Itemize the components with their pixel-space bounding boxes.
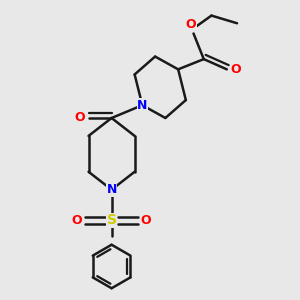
Text: O: O [230,63,241,76]
Text: O: O [74,112,85,124]
Text: N: N [137,99,148,112]
Text: S: S [106,213,117,227]
Text: O: O [186,18,196,31]
Text: N: N [106,183,117,196]
Text: O: O [72,214,82,227]
Text: O: O [141,214,152,227]
